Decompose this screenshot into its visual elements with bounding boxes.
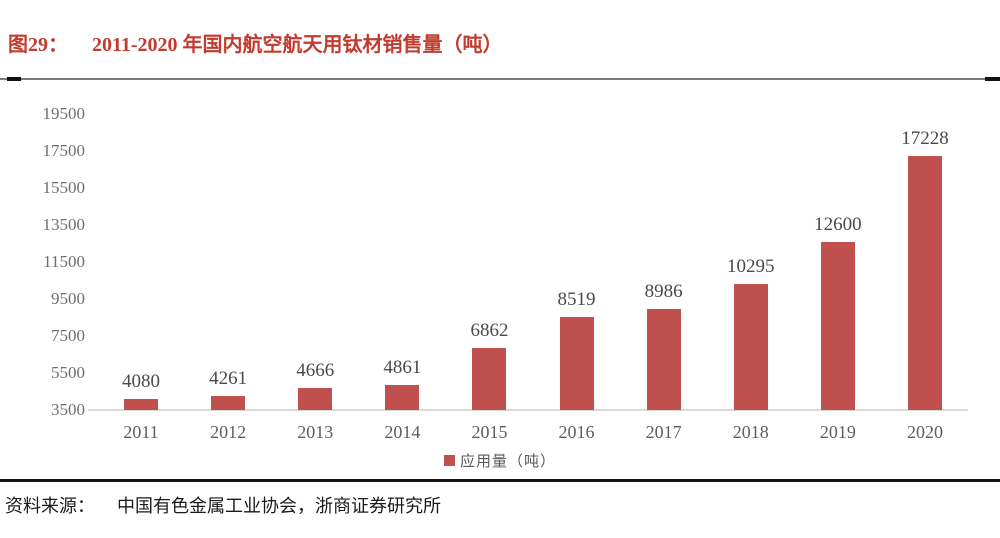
bar-value-label: 12600 bbox=[814, 213, 862, 235]
x-tick-label: 2018 bbox=[732, 422, 769, 442]
y-tick-label: 15500 bbox=[42, 178, 86, 197]
bar-value-label: 17228 bbox=[901, 128, 949, 150]
y-tick-label: 9500 bbox=[51, 289, 85, 308]
legend-label: 应用量（吨） bbox=[459, 454, 556, 470]
y-tick-label: 17500 bbox=[42, 141, 86, 160]
y-tick-label: 19500 bbox=[42, 104, 86, 123]
source-prefix: 资料来源： bbox=[5, 496, 95, 516]
bar-2020 bbox=[908, 156, 942, 410]
bar-2019 bbox=[820, 241, 855, 410]
title-rule bbox=[0, 78, 1000, 80]
bar-2011 bbox=[124, 399, 158, 410]
figure-header: 图29： 2011-2020 年国内航空航天用钛材销售量（吨） bbox=[8, 28, 992, 57]
bar-value-label: 10295 bbox=[727, 256, 775, 278]
bar-2016 bbox=[559, 317, 594, 410]
bar-2013 bbox=[298, 388, 333, 410]
bar-value-label: 8519 bbox=[557, 289, 596, 311]
chart-legend: 应用量（吨） bbox=[0, 450, 1000, 471]
x-tick-label: 2012 bbox=[210, 422, 247, 442]
y-tick-label: 11500 bbox=[43, 252, 85, 271]
x-tick-label: 2013 bbox=[297, 422, 334, 442]
bar-value-label: 4080 bbox=[122, 371, 160, 393]
bar-value-label: 4666 bbox=[296, 360, 335, 382]
y-tick-label: 5500 bbox=[51, 363, 85, 382]
title-rule-right-cap bbox=[985, 77, 1000, 81]
bar-2015 bbox=[472, 347, 507, 410]
x-tick-label: 2014 bbox=[384, 422, 421, 442]
x-tick-label: 2015 bbox=[471, 422, 508, 442]
x-axis-baseline bbox=[88, 409, 968, 411]
bar-2014 bbox=[385, 384, 420, 410]
bottom-rule bbox=[0, 479, 1000, 482]
x-tick-label: 2016 bbox=[558, 422, 595, 442]
bar-value-label: 4861 bbox=[383, 356, 422, 378]
title-rule-left-cap bbox=[7, 77, 21, 81]
y-tick-label: 3500 bbox=[51, 400, 85, 419]
bar-value-label: 4261 bbox=[209, 367, 248, 389]
bar-chart: 19500 17500 15500 13500 11500 9500 7500 5500 350… bbox=[0, 85, 1000, 447]
legend-swatch-icon bbox=[443, 455, 455, 466]
bar-value-label: 6862 bbox=[470, 319, 509, 341]
y-tick-label: 13500 bbox=[42, 215, 86, 234]
x-tick-label: 2011 bbox=[123, 422, 159, 442]
bar-2018 bbox=[733, 284, 768, 410]
figure-title: 2011-2020 年国内航空航天用钛材销售量（吨） bbox=[92, 34, 503, 56]
x-tick-label: 2020 bbox=[907, 422, 943, 442]
x-tick-label: 2019 bbox=[819, 422, 856, 442]
x-tick-label: 2017 bbox=[645, 422, 682, 442]
figure-label: 图29： bbox=[8, 34, 68, 56]
source-line: 资料来源： 中国有色金属工业协会，浙商证券研究所 bbox=[5, 492, 995, 518]
y-tick-label: 7500 bbox=[51, 326, 85, 345]
bar-value-label: 8986 bbox=[644, 280, 683, 302]
source-text: 中国有色金属工业协会，浙商证券研究所 bbox=[117, 496, 441, 516]
bar-2012 bbox=[211, 395, 246, 410]
bar-2017 bbox=[646, 308, 681, 410]
